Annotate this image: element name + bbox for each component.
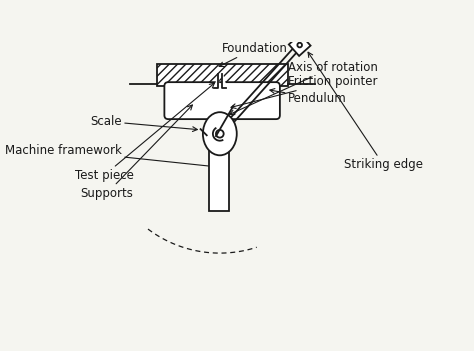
Text: Striking edge: Striking edge: [308, 52, 423, 171]
Text: Pendulum: Pendulum: [270, 88, 346, 105]
Text: Supports: Supports: [81, 105, 192, 199]
Polygon shape: [222, 74, 226, 88]
FancyBboxPatch shape: [164, 82, 280, 119]
Circle shape: [216, 130, 224, 138]
Bar: [157, 65, 288, 86]
Text: Axis of rotation: Axis of rotation: [229, 61, 377, 114]
Polygon shape: [289, 34, 310, 56]
Ellipse shape: [203, 112, 237, 155]
Text: Test piece: Test piece: [75, 83, 214, 182]
Text: Scale: Scale: [91, 115, 197, 132]
Circle shape: [297, 43, 302, 47]
Bar: [209, 134, 229, 211]
Polygon shape: [214, 74, 218, 88]
Bar: [157, 65, 288, 86]
Text: Friction pointer: Friction pointer: [231, 75, 377, 108]
Text: Foundation: Foundation: [219, 42, 288, 66]
Text: Machine framework: Machine framework: [5, 144, 228, 170]
